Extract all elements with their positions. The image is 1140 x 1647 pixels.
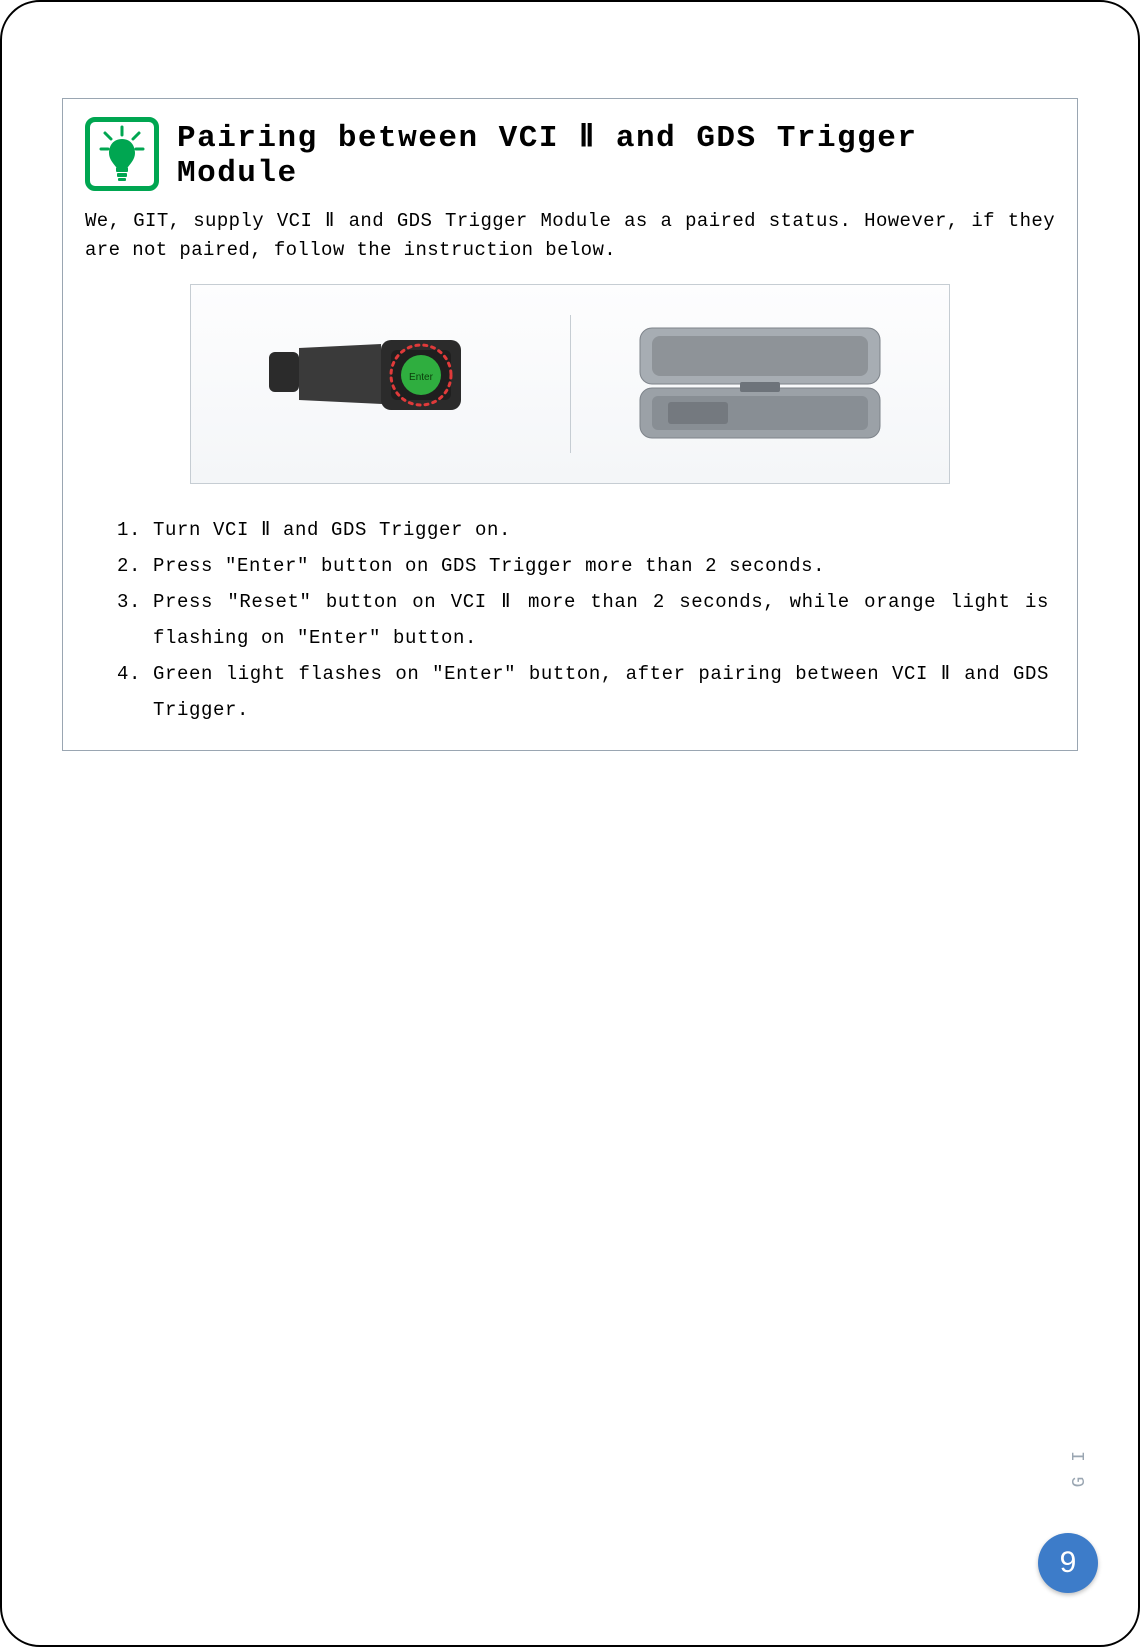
lightbulb-icon — [99, 125, 145, 183]
list-item: Green light flashes on "Enter" button, a… — [153, 656, 1055, 728]
gds-trigger-illustration: Enter — [251, 304, 511, 464]
list-item: Press "Enter" button on GDS Trigger more… — [153, 548, 1055, 584]
header-row: Pairing between VCI Ⅱ and GDS Trigger Mo… — [85, 117, 1055, 191]
list-item: Press "Reset" button on VCI Ⅱ more than … — [153, 584, 1055, 656]
diagram-left: Enter — [191, 285, 570, 483]
vci-module-illustration — [610, 304, 910, 464]
intro-paragraph: We, GIT, supply VCI Ⅱ and GDS Trigger Mo… — [85, 207, 1055, 266]
diagram-divider — [570, 315, 571, 454]
lightbulb-tip-icon — [85, 117, 159, 191]
content-box: Pairing between VCI Ⅱ and GDS Trigger Mo… — [62, 98, 1078, 751]
document-page: Pairing between VCI Ⅱ and GDS Trigger Mo… — [0, 0, 1140, 1647]
svg-text:Enter: Enter — [409, 372, 434, 383]
page-number-badge: 9 — [1038, 1533, 1098, 1593]
list-item: Turn VCI Ⅱ and GDS Trigger on. — [153, 512, 1055, 548]
device-diagram: Enter — [190, 284, 950, 484]
diagram-right — [570, 285, 949, 483]
instruction-list: Turn VCI Ⅱ and GDS Trigger on. Press "En… — [85, 512, 1055, 729]
page-title: Pairing between VCI Ⅱ and GDS Trigger Mo… — [177, 118, 1055, 191]
side-label: G I — [1070, 1449, 1090, 1487]
page-number: 9 — [1060, 1546, 1077, 1580]
